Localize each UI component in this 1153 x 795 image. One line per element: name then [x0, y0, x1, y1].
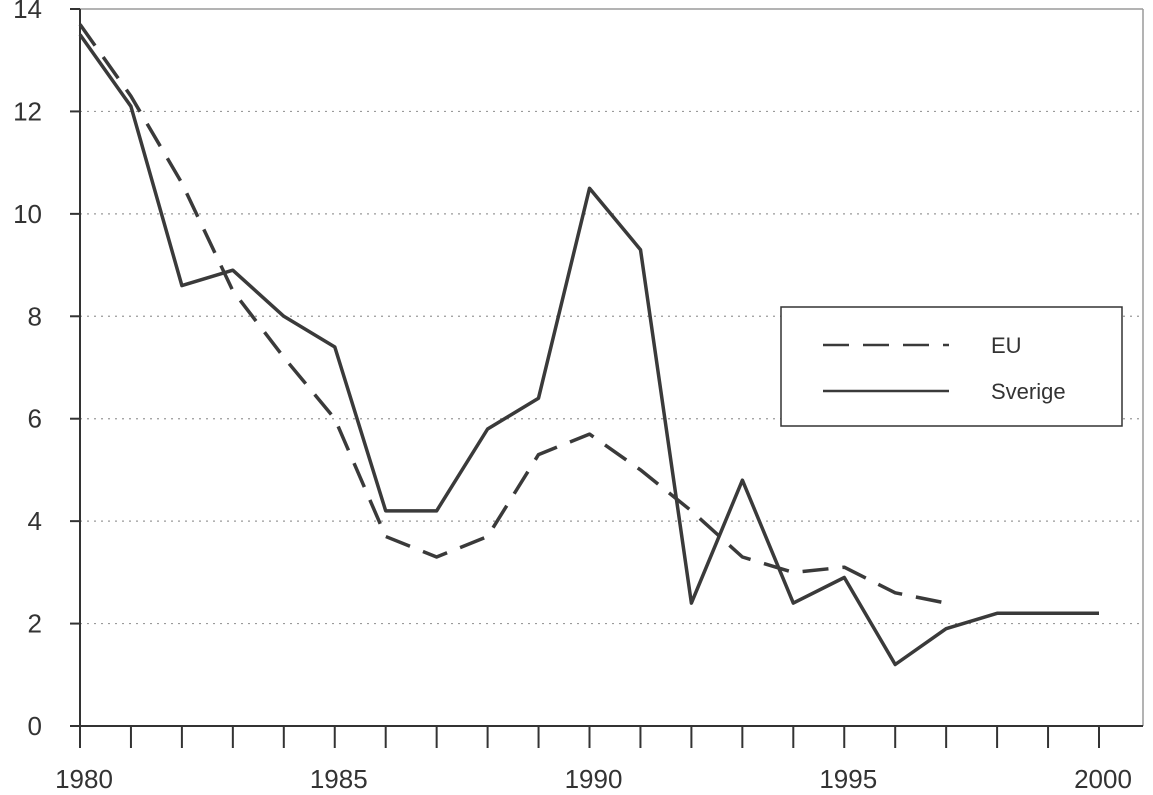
y-tick-label: 10 — [13, 199, 42, 229]
axes — [70, 8, 1144, 748]
series-lines — [78, 23, 1099, 667]
y-tick-label: 6 — [28, 404, 42, 434]
y-tick-label: 12 — [13, 96, 42, 126]
y-tick-label: 0 — [28, 711, 42, 741]
x-tick-label: 1980 — [55, 764, 113, 794]
tick-labels: 0 2 4 6 8 10 12 14 1980 1985 1990 1995 2000 — [13, 0, 1132, 794]
y-tick-label: 14 — [13, 0, 42, 24]
x-tick-label: 1985 — [310, 764, 368, 794]
legend-box — [780, 306, 1123, 427]
legend-label-sverige: Sverige — [991, 379, 1066, 404]
y-tick-label: 8 — [28, 301, 42, 331]
x-tick-label: 1995 — [819, 764, 877, 794]
x-tick-label: 1990 — [565, 764, 623, 794]
x-tick-label: 2000 — [1074, 764, 1132, 794]
y-tick-label: 2 — [28, 609, 42, 639]
legend-label-eu: EU — [991, 333, 1022, 358]
y-tick-label: 4 — [28, 506, 42, 536]
legend: EU Sverige — [780, 306, 1123, 427]
series-line-sverige — [78, 33, 1099, 667]
